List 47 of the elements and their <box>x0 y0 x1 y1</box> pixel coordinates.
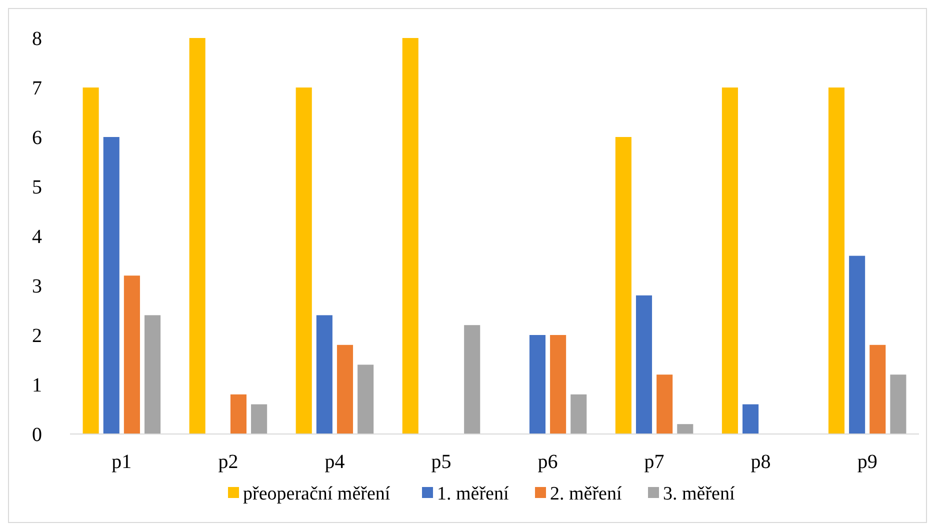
legend-label: 3. měření <box>663 484 736 505</box>
legend-label: 1. měření <box>437 484 510 505</box>
y-tick-label: 0 <box>32 424 42 446</box>
bar <box>550 335 566 434</box>
x-tick-label: p6 <box>538 451 558 473</box>
x-tick-label: p4 <box>324 451 345 473</box>
x-tick-label: p1 <box>112 451 132 473</box>
x-tick-label: p8 <box>750 451 771 473</box>
y-tick-label: 2 <box>32 325 42 347</box>
y-tick-label: 7 <box>32 78 42 100</box>
bar <box>870 344 886 434</box>
x-tick-label: p7 <box>644 451 664 473</box>
bar <box>828 88 844 434</box>
y-tick-label: 3 <box>32 276 42 298</box>
y-tick-label: 4 <box>32 226 42 248</box>
bar <box>189 38 206 434</box>
bar <box>144 315 161 434</box>
y-tick-label: 5 <box>32 176 42 198</box>
y-tick-label: 6 <box>32 127 42 149</box>
bar <box>529 335 546 434</box>
y-tick-label: 8 <box>32 28 42 50</box>
bar <box>615 137 632 434</box>
bar <box>849 256 866 434</box>
bar <box>677 424 694 434</box>
bar <box>103 137 120 434</box>
bar <box>82 88 99 434</box>
bar <box>570 394 587 434</box>
bar <box>296 88 312 434</box>
bar <box>722 88 738 434</box>
bar <box>890 374 906 434</box>
bar <box>464 325 480 434</box>
bar <box>358 364 374 434</box>
bar <box>656 374 673 434</box>
bar <box>742 404 759 434</box>
x-tick-label: p9 <box>857 451 878 473</box>
x-tick-label: p5 <box>431 451 452 473</box>
legend-label: 2. měření <box>550 484 622 505</box>
bar <box>251 404 268 434</box>
x-tick-label: p2 <box>218 451 238 473</box>
y-tick-label: 1 <box>32 374 42 396</box>
bar <box>230 394 246 434</box>
bar <box>316 315 332 434</box>
bar <box>124 276 140 434</box>
bar <box>402 38 418 434</box>
bar <box>636 295 652 434</box>
legend-label: přeoperační měření <box>243 484 391 505</box>
bar <box>336 344 354 434</box>
